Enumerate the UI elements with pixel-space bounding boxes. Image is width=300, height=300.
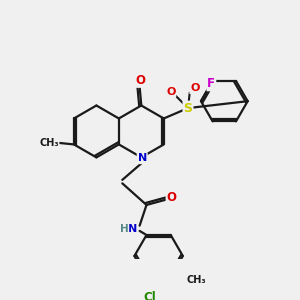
Text: H: H [120, 224, 128, 234]
Text: N: N [138, 153, 147, 163]
Text: Cl: Cl [144, 291, 156, 300]
Text: F: F [207, 77, 215, 90]
Text: N: N [128, 224, 137, 234]
Text: CH₃: CH₃ [187, 275, 206, 285]
Text: S: S [184, 102, 193, 115]
Text: O: O [166, 87, 175, 97]
Text: O: O [190, 83, 200, 93]
Text: O: O [167, 191, 177, 204]
Text: O: O [136, 74, 146, 87]
Text: CH₃: CH₃ [39, 138, 59, 148]
